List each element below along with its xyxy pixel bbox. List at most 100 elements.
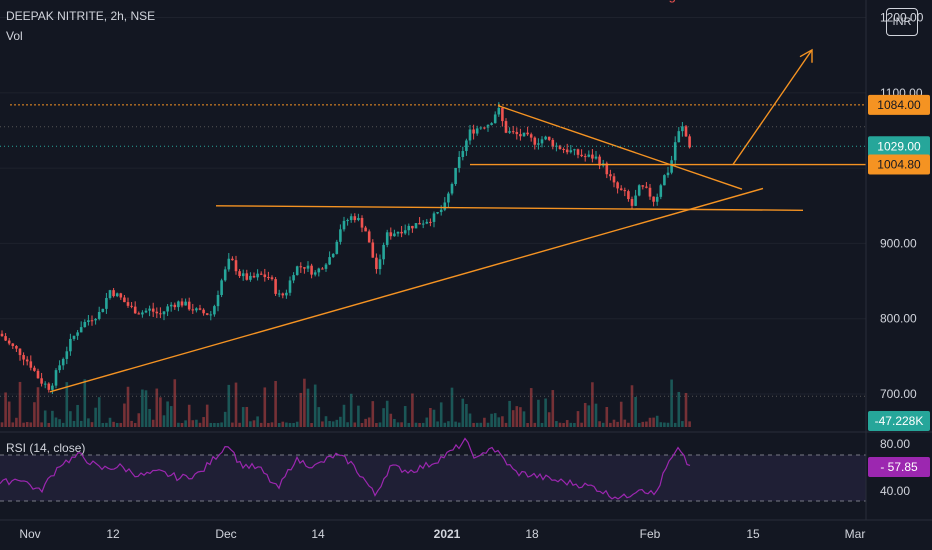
- volume-bar: [461, 398, 465, 427]
- volume-bar: [594, 403, 598, 427]
- candle-body: [72, 335, 76, 339]
- volume-bar: [249, 421, 252, 427]
- volume-bar: [637, 422, 641, 427]
- volume-bar: [468, 413, 472, 427]
- volume-bar: [22, 422, 25, 427]
- candle-body: [202, 309, 205, 314]
- time-tick-label: Feb: [640, 527, 661, 541]
- candle-body: [382, 244, 385, 260]
- candle-body: [141, 312, 144, 315]
- candle-body: [137, 313, 141, 315]
- candle-body: [393, 233, 396, 237]
- candle-body: [418, 223, 421, 225]
- volume-bar: [220, 422, 223, 427]
- volume-bar: [94, 407, 97, 427]
- volume-bar: [414, 422, 418, 427]
- candle-body: [367, 231, 371, 243]
- candle-body: [40, 378, 43, 384]
- price-tick-label: 800.00: [880, 312, 917, 326]
- volume-bar: [684, 392, 688, 427]
- annotation-label: breakout with rising vol: [564, 0, 696, 3]
- volume-bar: [558, 422, 562, 427]
- candle-body: [83, 321, 87, 328]
- candle-body: [231, 258, 234, 261]
- candle-body: [227, 258, 231, 270]
- volume-bar: [605, 406, 609, 427]
- candle-body: [479, 127, 483, 129]
- volume-bar: [292, 423, 295, 427]
- volume-bar: [155, 388, 159, 427]
- time-tick-label: 2021: [434, 527, 461, 541]
- price-tick-label: 700.00: [880, 387, 917, 401]
- candle-body: [76, 332, 79, 336]
- candle-body: [483, 127, 486, 129]
- candle-body: [443, 202, 447, 210]
- volume-bar: [231, 422, 234, 427]
- volume-bar: [33, 402, 36, 427]
- volume-bar: [317, 407, 321, 427]
- candle-body: [396, 231, 400, 234]
- volume-bar: [331, 421, 335, 427]
- volume-bar: [360, 422, 364, 427]
- currency-button[interactable]: INR: [886, 8, 918, 36]
- volume-bar: [396, 422, 400, 427]
- volume-bar: [483, 417, 486, 427]
- candle-body: [115, 293, 119, 297]
- candle-body: [184, 301, 187, 306]
- volume-bar: [454, 421, 457, 427]
- volume-bar: [515, 406, 519, 427]
- volume-bar: [429, 407, 432, 427]
- candle-body: [198, 308, 202, 310]
- candle-body: [616, 182, 619, 189]
- candle-body: [385, 232, 389, 245]
- volume-bar: [328, 421, 331, 427]
- candle-body: [144, 310, 148, 313]
- volume-bar: [436, 421, 439, 427]
- time-tick-label: 18: [525, 527, 539, 541]
- candle-body: [364, 227, 367, 232]
- volume-bar: [522, 411, 526, 427]
- volume-bar: [295, 421, 299, 427]
- volume-bar: [288, 422, 292, 427]
- volume-bar: [123, 403, 126, 427]
- volume-bar: [321, 421, 324, 427]
- candle-body: [25, 359, 29, 362]
- volume-bar: [108, 417, 112, 427]
- volume-bar: [504, 422, 508, 427]
- volume-bar: [83, 379, 87, 427]
- candle-body: [346, 220, 349, 222]
- volume-bar: [299, 392, 303, 427]
- candle-body: [605, 163, 609, 175]
- volume-bar: [162, 415, 166, 427]
- volume-bar: [666, 422, 670, 427]
- candle-body: [591, 154, 594, 159]
- volume-bar: [177, 422, 180, 427]
- volume-bar: [191, 420, 195, 427]
- volume-bar: [15, 417, 18, 427]
- volume-bar: [385, 400, 389, 427]
- annotation-label: breakout: [370, 0, 421, 3]
- volume-bar: [126, 386, 130, 427]
- volume-bar: [630, 385, 634, 427]
- candle-body: [403, 230, 407, 234]
- volume-bar: [180, 422, 184, 427]
- volume-bar: [357, 405, 360, 427]
- volume-bar: [159, 397, 162, 427]
- candle-body: [623, 190, 627, 192]
- time-tick-label: Nov: [19, 527, 40, 541]
- price-tick-label: 900.00: [880, 236, 917, 250]
- volume-bar: [501, 416, 504, 427]
- volume-bar: [238, 422, 241, 427]
- time-tick-label: 15: [746, 527, 760, 541]
- candle-body: [508, 131, 511, 133]
- volume-bar: [216, 422, 220, 427]
- annotations: breakout with rising vol breakout retest n…: [0, 0, 866, 397]
- volume-bar: [601, 422, 605, 427]
- volume-bar: [36, 387, 40, 427]
- volume-bar: [65, 382, 69, 427]
- volume-bar: [205, 404, 209, 427]
- breakout-line: [215, 205, 804, 211]
- volume-bar: [519, 407, 522, 427]
